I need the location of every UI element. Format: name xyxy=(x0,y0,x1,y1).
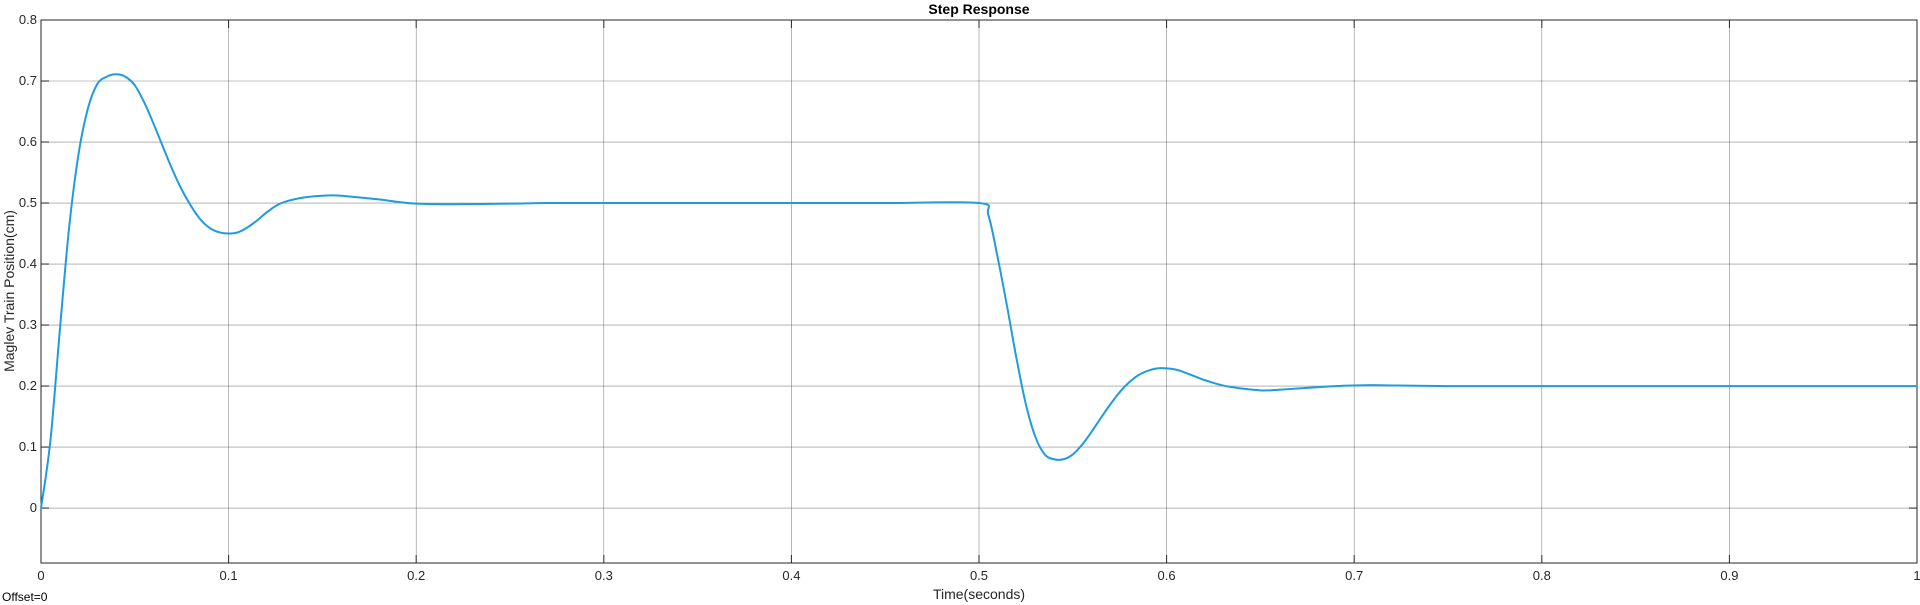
y-tick-label: 0.7 xyxy=(19,73,37,88)
y-tick-label: 0.1 xyxy=(19,439,37,454)
y-tick-label: 0.4 xyxy=(19,256,37,271)
y-tick-label: 0.8 xyxy=(19,12,37,27)
x-tick-label: 0.4 xyxy=(782,568,800,583)
x-tick-label: 1 xyxy=(1913,568,1920,583)
series-line-0 xyxy=(40,73,1918,510)
chart-title: Step Response xyxy=(928,1,1029,17)
x-tick-label: 0.9 xyxy=(1720,568,1738,583)
y-tick-label: 0 xyxy=(30,500,37,515)
series-group xyxy=(40,73,1918,510)
x-tick-labels: 0 0.1 0.2 0.3 0.4 0.5 0.6 0.7 0.8 0.9 1 xyxy=(37,568,1920,583)
x-tick-label: 0.7 xyxy=(1345,568,1363,583)
y-tick-label: 0.2 xyxy=(19,378,37,393)
x-tick-label: 0.5 xyxy=(970,568,988,583)
x-tick-label: 0.8 xyxy=(1533,568,1551,583)
y-tick-label: 0.6 xyxy=(19,134,37,149)
x-tick-label: 0.1 xyxy=(220,568,238,583)
x-tick-label: 0.3 xyxy=(595,568,613,583)
y-tick-labels: 0 0.1 0.2 0.3 0.4 0.5 0.6 0.7 0.8 xyxy=(19,12,37,515)
offset-label: Offset=0 xyxy=(2,590,48,604)
plot-frame xyxy=(40,19,1918,564)
y-tick-label: 0.5 xyxy=(19,195,37,210)
y-axis-label: Maglev Train Position(cm) xyxy=(1,210,17,372)
x-tick-label: 0.2 xyxy=(407,568,425,583)
x-tick-label: 0 xyxy=(37,568,44,583)
y-tick-label: 0.3 xyxy=(19,317,37,332)
x-axis-label: Time(seconds) xyxy=(933,586,1025,602)
x-tick-label: 0.6 xyxy=(1158,568,1176,583)
